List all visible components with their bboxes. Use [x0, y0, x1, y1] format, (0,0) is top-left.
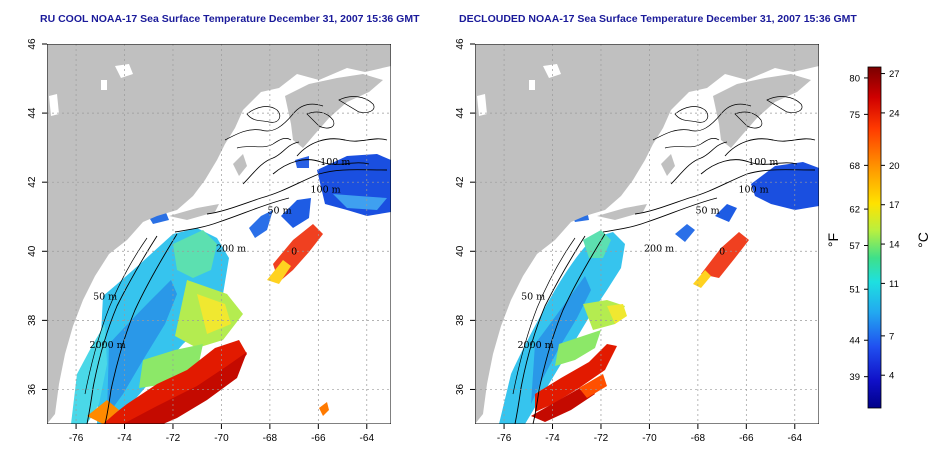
colorbar-f-tick-label: 68 — [849, 161, 860, 172]
right-map-grid — [475, 44, 819, 424]
colorbar-c-tick-label: 7 — [889, 331, 894, 342]
contour-label: 50 m — [696, 205, 720, 216]
y-tick-label: 38 — [455, 314, 466, 326]
contour-label: 200 m — [644, 243, 674, 254]
contour-label: 100 m — [748, 157, 778, 168]
x-tick-label: -64 — [360, 433, 375, 444]
contour-label: 100 m — [320, 157, 350, 168]
y-tick-label: 44 — [455, 107, 466, 119]
colorbar-f-tick-label: 75 — [849, 110, 860, 121]
x-tick-label: -74 — [117, 433, 132, 444]
x-tick-label: -72 — [166, 433, 181, 444]
contour-label: 2000 m — [89, 340, 125, 351]
colorbar-f-tick-label: 51 — [849, 285, 860, 296]
colorbar-c-tick-label: 14 — [889, 240, 900, 251]
colorbar-fahrenheit-label: °F — [825, 233, 841, 247]
colorbar-celsius-label: °C — [915, 232, 931, 248]
colorbar-c-tick-label: 24 — [889, 108, 900, 119]
colorbar-fahrenheit-ticks: 80 75 68 62 57 51 44 39 — [849, 73, 868, 383]
x-tick-label: -68 — [263, 433, 278, 444]
contour-label: 2000 m — [517, 340, 553, 351]
y-tick-label: 38 — [27, 314, 38, 326]
x-tick-label: -68 — [691, 433, 706, 444]
left-map-panel: 100 m 100 m 50 m 200 m 0 50 m 2000 m — [47, 44, 391, 424]
contour-label: 50 m — [268, 205, 292, 216]
right-map-axes: -76 -74 -72 -70 -68 -66 -64 36 38 40 42 44 46 — [455, 38, 802, 444]
contour-label: 0 — [291, 247, 297, 258]
left-sst-field — [47, 154, 391, 424]
x-tick-label: -74 — [545, 433, 560, 444]
y-tick-label: 42 — [27, 176, 38, 188]
colorbar-c-tick-label: 11 — [889, 279, 899, 290]
contour-label: 50 m — [521, 292, 545, 303]
y-tick-label: 46 — [455, 38, 466, 50]
colorbar-f-tick-label: 57 — [849, 241, 860, 252]
left-map-axes: -76 -74 -72 -70 -68 -66 -64 36 38 40 42 44 46 — [27, 38, 374, 444]
left-contour-labels: 100 m 100 m 50 m 200 m 0 50 m 2000 m — [89, 157, 350, 351]
y-tick-label: 40 — [455, 245, 466, 257]
colorbar-f-tick-label: 44 — [849, 336, 860, 347]
y-tick-label: 36 — [455, 383, 466, 395]
contour-label: 100 m — [311, 185, 341, 196]
left-map-grid — [47, 44, 391, 424]
right-contour-labels: 100 m 100 m 50 m 200 m 0 50 m 2000 m — [517, 157, 778, 351]
right-sst-field — [499, 162, 819, 424]
colorbar-c-tick-label: 17 — [889, 200, 900, 211]
colorbar-c-tick-label: 27 — [889, 69, 900, 80]
colorbar-f-tick-label: 39 — [849, 372, 860, 383]
contour-label: 200 m — [216, 243, 246, 254]
colorbar-c-tick-label: 4 — [889, 371, 894, 382]
y-tick-label: 44 — [27, 107, 38, 119]
right-map-panel: 100 m 100 m 50 m 200 m 0 50 m 2000 m — [475, 44, 819, 424]
x-tick-label: -70 — [642, 433, 657, 444]
right-map-title: DECLOUDED NOAA-17 Sea Surface Temperatur… — [459, 13, 857, 25]
colorbar: 80 75 68 62 57 51 44 39 27 24 20 17 14 11 7 4 °F °C — [825, 66, 931, 409]
colorbar-f-tick-label: 62 — [849, 205, 860, 216]
y-tick-label: 40 — [27, 245, 38, 257]
x-tick-label: -76 — [69, 433, 84, 444]
contour-label: 100 m — [739, 185, 769, 196]
contour-label: 0 — [719, 247, 725, 258]
y-tick-label: 42 — [455, 176, 466, 188]
x-tick-label: -64 — [788, 433, 803, 444]
x-tick-label: -66 — [311, 433, 326, 444]
y-tick-label: 46 — [27, 38, 38, 50]
colorbar-bar — [867, 66, 882, 409]
contour-label: 50 m — [93, 292, 117, 303]
x-tick-label: -66 — [739, 433, 754, 444]
x-tick-label: -72 — [594, 433, 609, 444]
x-tick-label: -76 — [497, 433, 512, 444]
x-tick-label: -70 — [214, 433, 229, 444]
colorbar-celsius-ticks: 27 24 20 17 14 11 7 4 — [881, 69, 900, 382]
colorbar-c-tick-label: 20 — [889, 161, 900, 172]
left-map-title: RU COOL NOAA-17 Sea Surface Temperature … — [40, 13, 420, 25]
colorbar-f-tick-label: 80 — [849, 73, 860, 84]
y-tick-label: 36 — [27, 383, 38, 395]
